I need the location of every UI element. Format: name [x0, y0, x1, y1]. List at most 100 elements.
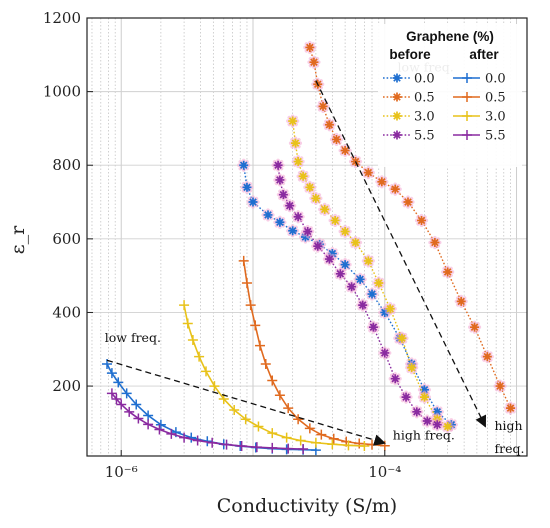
legend-swatch-marker [392, 130, 402, 140]
legend-swatch-marker [392, 73, 402, 83]
data-point [251, 442, 262, 453]
data-point [482, 352, 492, 362]
legend-label: 3.0 [414, 110, 435, 125]
data-point [166, 428, 177, 439]
legend-swatch-marker [392, 92, 402, 102]
data-point [273, 160, 283, 170]
data-point [290, 138, 300, 148]
data-point [209, 381, 220, 392]
data-point [288, 226, 298, 236]
data-point [154, 424, 165, 435]
axes: 200 400 600 800 1000 1200 10⁻⁶ 10⁻⁴ [43, 9, 401, 481]
data-point [363, 256, 373, 266]
data-point [283, 443, 294, 454]
data-point [263, 210, 273, 220]
data-point [155, 419, 166, 430]
data-point [318, 101, 328, 111]
data-point [390, 374, 400, 384]
data-point [340, 146, 350, 155]
data-point [236, 441, 247, 452]
frequency-arrow [106, 359, 386, 446]
legend-label: 0.5 [414, 91, 435, 106]
data-point [403, 197, 413, 207]
data-point [407, 363, 417, 373]
data-point [238, 255, 249, 266]
data-point [330, 215, 340, 225]
data-point [311, 193, 321, 203]
data-point [106, 388, 117, 399]
data-point [194, 351, 205, 362]
y-tick-label: 1200 [43, 9, 81, 27]
data-point [239, 160, 249, 170]
data-point [267, 375, 278, 386]
legend-swatch-marker [392, 111, 402, 121]
data-point [367, 289, 377, 299]
data-point [240, 414, 251, 425]
data-point [417, 215, 427, 225]
data-point [254, 340, 265, 351]
data-point [495, 381, 505, 391]
data-point [275, 175, 285, 185]
series-layer [101, 40, 518, 456]
data-point [313, 241, 323, 251]
data-point [432, 420, 442, 430]
data-point [300, 232, 310, 242]
legend-label: 5.5 [485, 129, 506, 144]
data-point [310, 437, 321, 448]
data-point [343, 440, 354, 451]
data-point [298, 444, 309, 455]
data-point [143, 419, 154, 430]
x-tick-label: 10⁻⁶ [105, 463, 138, 481]
data-point [328, 433, 339, 444]
data-point [331, 134, 341, 144]
data-point [187, 335, 198, 346]
data-point [143, 410, 154, 421]
legend-label: 5.5 [414, 129, 435, 144]
data-point [131, 399, 142, 410]
data-point [221, 439, 232, 450]
series-line [309, 47, 512, 409]
data-point [380, 348, 390, 358]
legend-label: 3.0 [485, 110, 506, 125]
data-point [354, 438, 365, 449]
series-line [242, 260, 385, 447]
data-point [358, 300, 368, 310]
data-point [363, 168, 373, 178]
data-point [419, 385, 429, 395]
legend-swatch-marker [462, 73, 472, 83]
data-point [182, 318, 193, 329]
data-point [432, 407, 442, 417]
data-point [124, 406, 135, 417]
series-after-0-5 [238, 255, 390, 451]
data-point [385, 304, 395, 314]
data-point [179, 432, 190, 443]
data-point [367, 439, 378, 450]
data-point [422, 416, 432, 426]
data-point [248, 197, 258, 207]
data-point [283, 403, 294, 414]
data-point [192, 435, 203, 446]
data-point [374, 278, 384, 288]
data-point [324, 120, 334, 130]
data-point [242, 182, 252, 192]
data-point [368, 322, 378, 332]
data-point [412, 407, 422, 417]
legend-swatch-marker [462, 92, 472, 102]
series-after-5-5 [106, 388, 309, 455]
data-point [106, 368, 117, 379]
y-tick-label: 1000 [43, 83, 81, 101]
data-point [305, 42, 315, 52]
data-point [229, 404, 240, 415]
data-point [340, 226, 350, 236]
series-before-3-0 [286, 114, 455, 434]
data-point [179, 300, 190, 311]
data-point [316, 429, 327, 440]
series-before-0-0 [237, 158, 458, 432]
data-point [443, 422, 453, 432]
data-point [295, 435, 306, 446]
data-point [327, 249, 337, 259]
data-point [401, 392, 411, 402]
data-point [113, 377, 124, 388]
data-point [241, 278, 252, 289]
